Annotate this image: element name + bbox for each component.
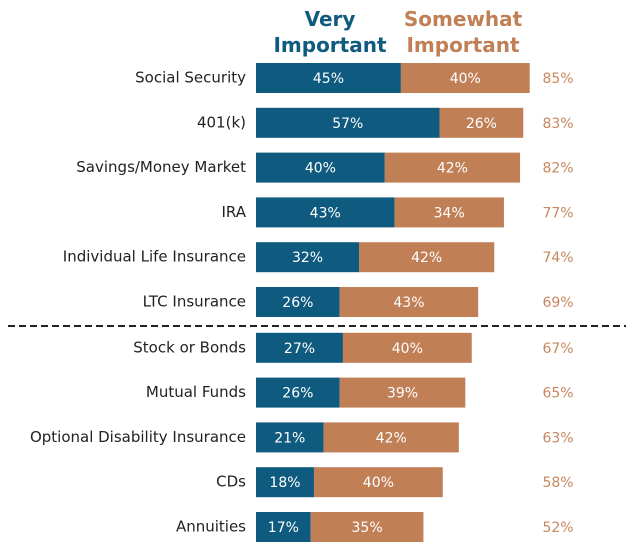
category-label: Annuities — [176, 518, 246, 536]
bar-label: 26% — [282, 386, 313, 402]
bar-label: 34% — [434, 205, 465, 221]
legend-entry: Very Important — [273, 7, 387, 57]
bar-label: 42% — [376, 430, 407, 446]
bar-segment — [256, 377, 340, 408]
bar-segment — [256, 332, 343, 363]
bar-label: 21% — [274, 430, 305, 446]
bar-segment — [256, 107, 440, 138]
total-label: 58% — [542, 475, 573, 491]
total-label: 65% — [542, 386, 573, 402]
bar-segment — [439, 107, 524, 138]
total-label: 85% — [542, 71, 573, 87]
bar-segment — [394, 197, 504, 228]
bar-segment — [310, 512, 424, 542]
bar-segment — [384, 152, 521, 183]
bar-label: 26% — [466, 116, 497, 132]
bar-segment — [313, 467, 443, 498]
bar-segment — [256, 63, 401, 93]
total-label: 83% — [542, 116, 573, 132]
category-label: Stock or Bonds — [133, 338, 246, 356]
bar-segment — [256, 197, 395, 228]
category-label: Optional Disability Insurance — [30, 428, 246, 446]
bar-label: 57% — [332, 116, 363, 132]
category-label: Social Security — [135, 69, 246, 87]
legend-entry: Somewhat Important — [403, 7, 523, 57]
bar-label: 40% — [363, 475, 394, 491]
bar-label: 18% — [269, 475, 300, 491]
bar-label: 39% — [387, 386, 418, 402]
bar-segment — [256, 467, 314, 498]
total-label: 52% — [542, 520, 573, 536]
bar-label: 43% — [310, 205, 341, 221]
bar-label: 35% — [352, 520, 383, 536]
category-label: IRA — [222, 203, 247, 221]
bar-segment — [256, 512, 311, 542]
bar-label: 42% — [411, 250, 442, 266]
bar-label: 43% — [393, 295, 424, 311]
bar-segment — [323, 422, 459, 453]
bar-label: 27% — [284, 341, 315, 357]
total-label: 63% — [542, 430, 573, 446]
category-label: Savings/Money Market — [76, 158, 246, 176]
bar-segment — [342, 332, 472, 363]
bar-label: 40% — [450, 71, 481, 87]
category-label: Individual Life Insurance — [63, 248, 246, 266]
bar-label: 40% — [305, 161, 336, 177]
bar-segment — [400, 63, 530, 93]
bar-segment — [339, 287, 479, 317]
bar-label: 26% — [282, 295, 313, 311]
bar-label: 45% — [313, 71, 344, 87]
total-label: 74% — [542, 250, 573, 266]
bar-segment — [256, 422, 324, 453]
category-label: LTC Insurance — [143, 293, 246, 311]
total-label: 77% — [542, 205, 573, 221]
category-label: Mutual Funds — [146, 383, 246, 401]
bar-label: 32% — [292, 250, 323, 266]
category-label: 401(k) — [197, 113, 246, 131]
bar-segment — [256, 287, 340, 317]
total-label: 69% — [542, 295, 573, 311]
category-label: CDs — [216, 473, 246, 491]
total-label: 67% — [542, 341, 573, 357]
bar-segment — [256, 242, 360, 273]
bar-segment — [339, 377, 466, 408]
bar-label: 42% — [437, 161, 468, 177]
total-label: 82% — [542, 161, 573, 177]
bar-segment — [359, 242, 495, 273]
bar-label: 40% — [392, 341, 423, 357]
bar-label: 17% — [268, 520, 299, 536]
bar-segment — [256, 152, 385, 183]
